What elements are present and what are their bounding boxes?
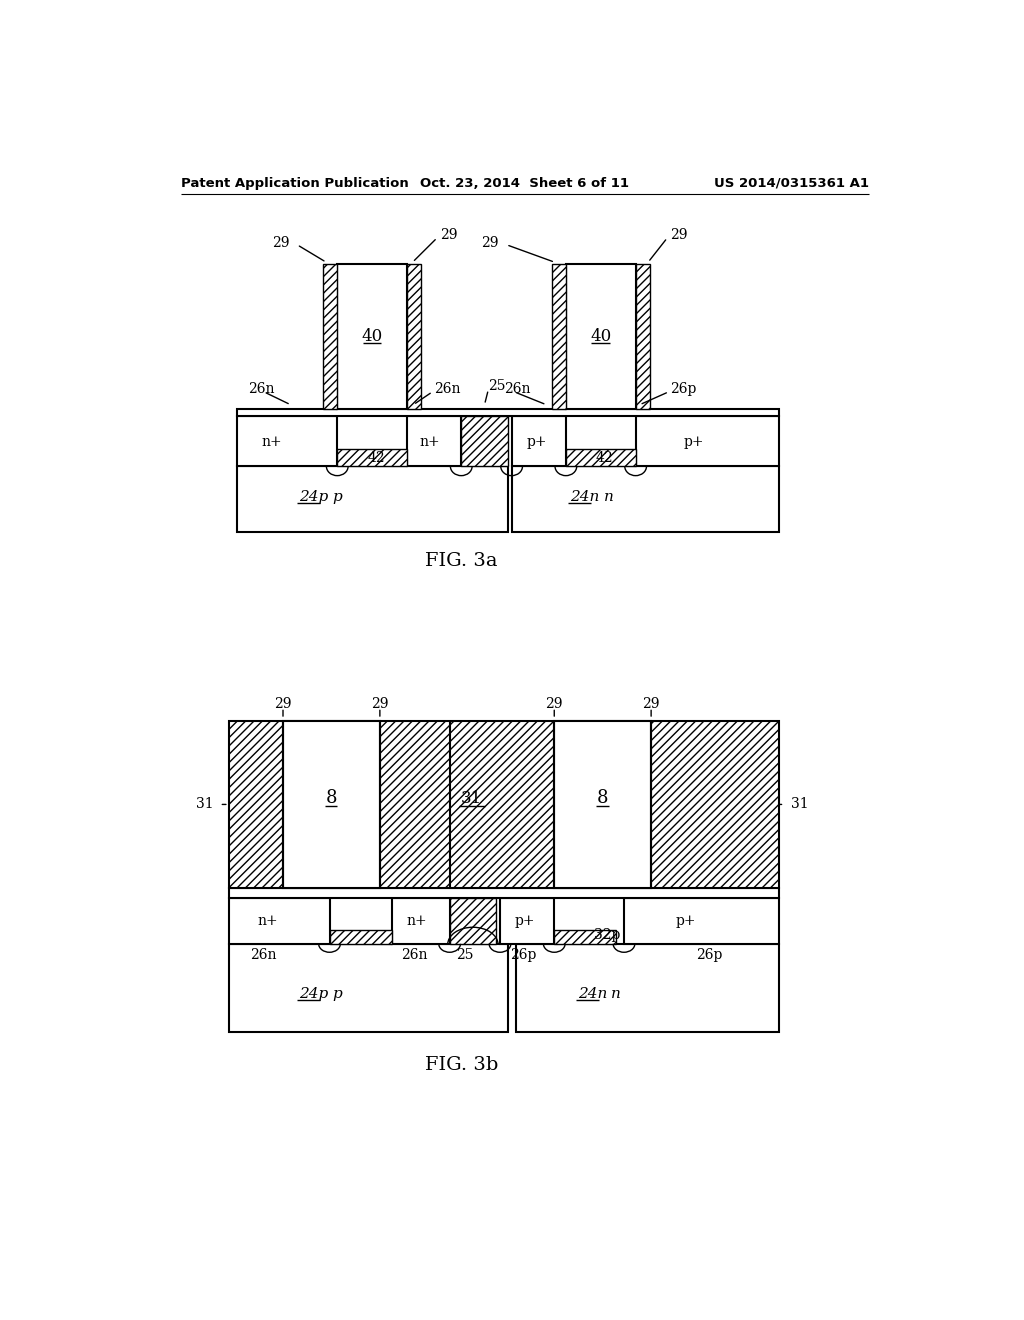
Bar — [461, 416, 508, 466]
Bar — [554, 929, 616, 944]
Bar — [337, 449, 407, 466]
Bar — [407, 264, 421, 409]
Text: 31: 31 — [461, 789, 482, 807]
Text: 26n: 26n — [401, 948, 428, 962]
Bar — [450, 898, 496, 944]
Bar — [512, 416, 566, 466]
Bar — [237, 409, 779, 416]
Text: 26p: 26p — [671, 383, 697, 396]
Bar — [566, 264, 636, 409]
Text: 29: 29 — [271, 236, 289, 249]
Text: p+: p+ — [514, 913, 536, 928]
Text: 29: 29 — [546, 697, 563, 710]
Text: 40: 40 — [361, 327, 383, 345]
Text: 29: 29 — [440, 228, 458, 243]
Bar — [552, 264, 566, 409]
Text: 8: 8 — [326, 789, 337, 808]
Text: 29: 29 — [671, 228, 688, 243]
Bar — [228, 944, 508, 1032]
Text: n: n — [603, 490, 613, 504]
Text: 29: 29 — [371, 697, 389, 710]
Text: 26n: 26n — [248, 383, 274, 396]
Bar — [228, 898, 330, 944]
Text: FIG. 3a: FIG. 3a — [425, 552, 498, 570]
Text: 31: 31 — [196, 797, 213, 812]
Bar — [330, 929, 391, 944]
Text: 32p: 32p — [594, 928, 621, 941]
Text: n: n — [611, 987, 622, 1001]
Bar — [500, 898, 554, 944]
Text: Patent Application Publication: Patent Application Publication — [180, 177, 409, 190]
Bar — [636, 416, 779, 466]
Bar — [337, 264, 407, 409]
Text: US 2014/0315361 A1: US 2014/0315361 A1 — [714, 177, 869, 190]
Text: 25: 25 — [457, 948, 474, 962]
Text: 26n: 26n — [434, 383, 461, 396]
Bar — [283, 721, 380, 888]
Bar — [407, 416, 461, 466]
Bar — [566, 449, 636, 466]
Text: 24p: 24p — [299, 490, 329, 504]
Text: 8: 8 — [597, 789, 608, 808]
Text: p+: p+ — [527, 434, 548, 449]
Text: n+: n+ — [261, 434, 282, 449]
Text: n+: n+ — [406, 913, 427, 928]
Text: p+: p+ — [676, 913, 696, 928]
Text: Oct. 23, 2014  Sheet 6 of 11: Oct. 23, 2014 Sheet 6 of 11 — [420, 177, 630, 190]
Text: 29: 29 — [274, 697, 292, 710]
Text: 24n: 24n — [579, 987, 607, 1001]
Text: p+: p+ — [683, 434, 705, 449]
Bar — [237, 416, 337, 466]
Text: 25: 25 — [488, 379, 506, 392]
Text: 42: 42 — [368, 451, 385, 465]
Bar — [228, 721, 779, 888]
Bar — [237, 466, 508, 532]
Bar — [554, 721, 651, 888]
Bar — [624, 898, 779, 944]
Bar — [515, 944, 779, 1032]
Text: 24p: 24p — [299, 987, 329, 1001]
Bar — [324, 264, 337, 409]
Text: n+: n+ — [257, 913, 278, 928]
Text: 26n: 26n — [251, 948, 276, 962]
Text: 42: 42 — [596, 451, 613, 465]
Text: 29: 29 — [642, 697, 659, 710]
Text: 26p: 26p — [510, 948, 537, 962]
Text: 29: 29 — [481, 236, 499, 249]
Bar — [636, 264, 649, 409]
Text: 40: 40 — [590, 327, 611, 345]
Text: 26p: 26p — [696, 948, 723, 962]
Text: 26n: 26n — [504, 383, 530, 396]
Text: p: p — [333, 987, 342, 1001]
Text: 31: 31 — [791, 797, 808, 812]
Text: p: p — [333, 490, 342, 504]
Text: n+: n+ — [420, 434, 440, 449]
Bar — [512, 466, 779, 532]
Text: 24n: 24n — [570, 490, 600, 504]
Bar — [228, 888, 779, 898]
Text: FIG. 3b: FIG. 3b — [425, 1056, 498, 1073]
Bar — [391, 898, 450, 944]
